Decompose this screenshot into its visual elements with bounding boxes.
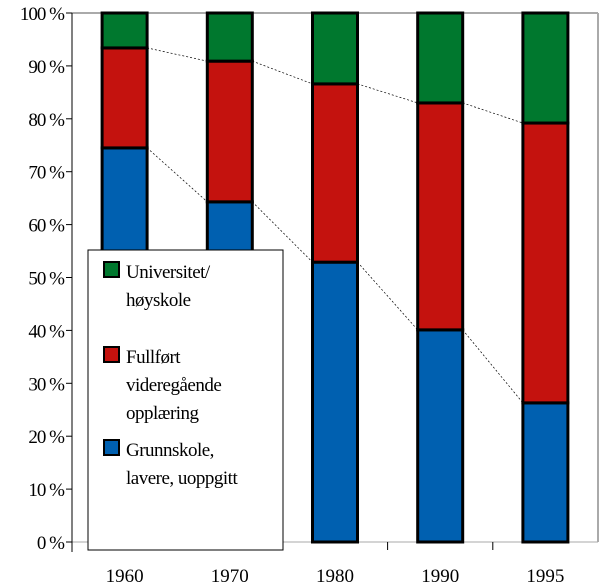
y-tick-label: 10 % (28, 480, 65, 501)
series-connector-line (357, 261, 418, 331)
bar-segment (521, 121, 570, 405)
legend-swatch (103, 261, 120, 278)
series-connector-line (462, 102, 524, 124)
y-tick-label: 30 % (28, 374, 65, 395)
legend-swatch (103, 439, 120, 456)
legend-label: Universitet/ (126, 262, 211, 283)
bar-segment (416, 328, 465, 544)
series-connector-line (147, 47, 208, 62)
series-connector-line (462, 329, 524, 404)
bar-segment (416, 101, 465, 332)
x-tick-label: 1980 (316, 566, 354, 583)
legend-label: Fullført (126, 347, 181, 368)
bar-segment (521, 401, 570, 544)
legend-label: opplæring (126, 403, 200, 424)
y-tick-label: 90 % (28, 57, 65, 78)
y-tick-label: 20 % (28, 427, 65, 448)
bar-segment (521, 11, 570, 125)
legend-label: videregående (126, 375, 221, 396)
bar-segment (100, 11, 149, 50)
x-tick-label: 1990 (421, 566, 459, 583)
bar-segment (311, 260, 359, 544)
y-tick-label: 70 % (28, 163, 65, 184)
series-connector-line (252, 60, 313, 85)
legend-label: høyskole (126, 290, 191, 311)
y-tick-label: 50 % (28, 269, 65, 290)
y-tick-label: 80 % (28, 110, 65, 131)
bar-segment (100, 46, 149, 150)
bar-segment (311, 82, 359, 264)
legend-swatch (103, 346, 120, 363)
bar-segment (205, 11, 254, 63)
x-tick-label: 1995 (526, 566, 564, 583)
legend-label: lavere, uoppgitt (126, 468, 238, 489)
x-tick-label: 1970 (211, 566, 249, 583)
y-tick-label: 60 % (28, 216, 65, 237)
y-tick-label: 0 % (37, 533, 65, 554)
x-tick-label: 1960 (106, 566, 144, 583)
series-connector-line (146, 147, 208, 203)
bar-segment (311, 11, 359, 86)
bar-segment (416, 11, 465, 105)
legend-box (87, 249, 284, 551)
legend-label: Grunnskole, (126, 440, 214, 461)
bar-segment (205, 59, 254, 204)
series-connector-line (357, 83, 418, 104)
y-tick-label: 100 % (20, 4, 65, 25)
y-tick-label: 40 % (28, 321, 65, 342)
